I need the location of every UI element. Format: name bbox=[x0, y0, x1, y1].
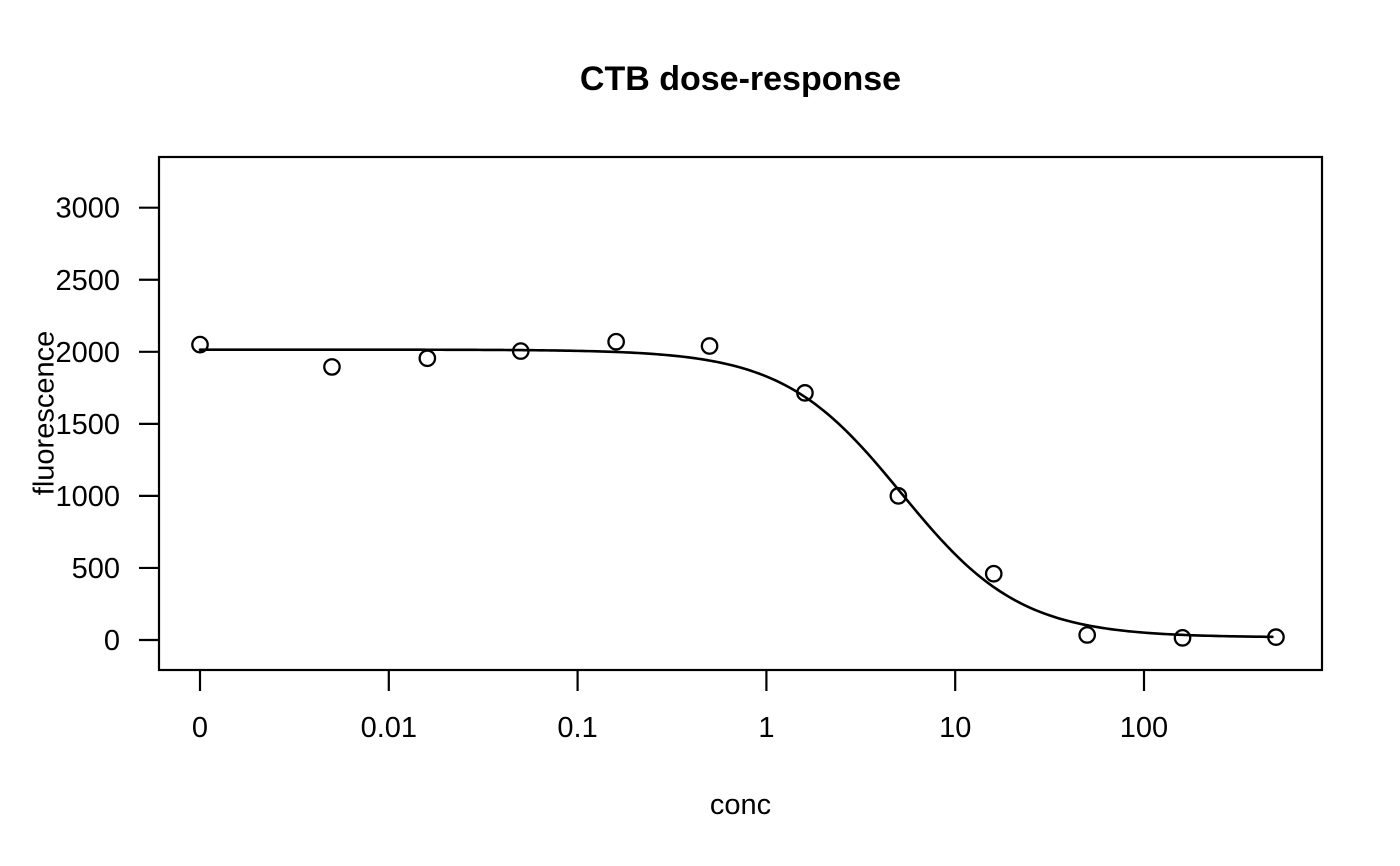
x-axis-label: conc bbox=[709, 789, 772, 821]
y-tick-label: 500 bbox=[72, 553, 120, 585]
data-point bbox=[511, 342, 530, 360]
data-point bbox=[1173, 628, 1192, 647]
data-point bbox=[418, 349, 437, 368]
chart-title: CTB dose-response bbox=[579, 60, 902, 98]
data-point bbox=[607, 332, 625, 351]
x-tick-label: 0 bbox=[192, 712, 208, 744]
x-tick-label: 100 bbox=[1120, 712, 1168, 744]
y-tick-label: 1500 bbox=[55, 409, 120, 441]
data-point bbox=[889, 487, 908, 505]
y-tick-label: 2500 bbox=[55, 265, 120, 297]
fit-curve bbox=[198, 348, 1274, 639]
data-point bbox=[984, 564, 1003, 583]
y-tick-label: 0 bbox=[104, 625, 120, 657]
plot-box bbox=[157, 155, 1324, 672]
x-tick-label: 0.1 bbox=[557, 712, 597, 744]
data-point bbox=[323, 358, 341, 376]
x-tick-label: 0.01 bbox=[361, 712, 417, 744]
data-point bbox=[796, 384, 814, 402]
x-tick-label: 1 bbox=[758, 712, 774, 744]
y-tick-label: 2000 bbox=[55, 337, 120, 369]
y-tick-label: 3000 bbox=[55, 193, 120, 225]
data-point bbox=[191, 335, 209, 354]
data-point bbox=[700, 337, 719, 355]
data-point bbox=[1078, 626, 1097, 644]
data-point bbox=[1267, 628, 1285, 646]
y-tick-label: 1000 bbox=[55, 481, 120, 513]
x-tick-label: 10 bbox=[939, 712, 971, 744]
